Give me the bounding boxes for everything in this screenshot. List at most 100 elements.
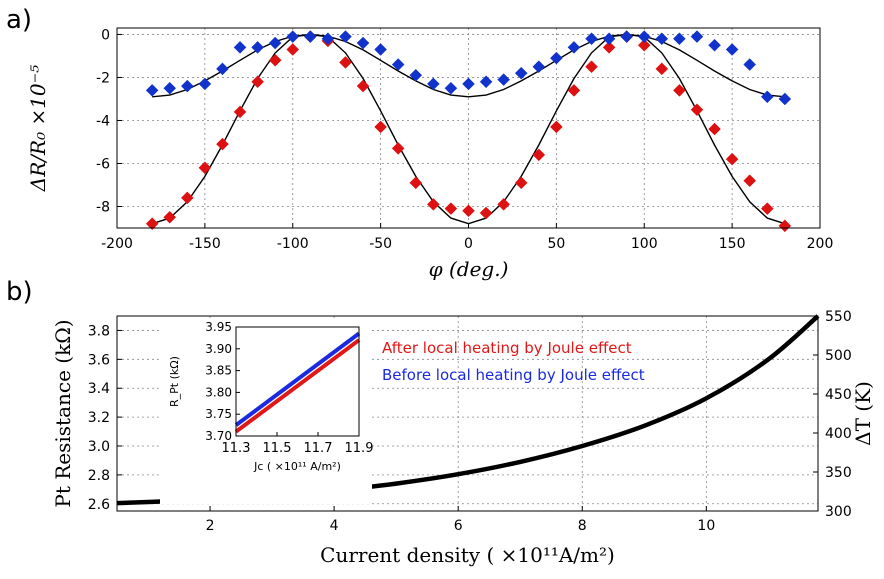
chart-a-point-series1 (410, 69, 422, 81)
chart-a-point-series1 (779, 93, 791, 105)
chart-a-point-series0 (550, 121, 562, 133)
chart-a-point-series0 (498, 198, 510, 210)
chart-b-ytick-label: 3.8 (88, 323, 110, 339)
inset-ytick-label: 3.70 (205, 429, 232, 443)
chart-b-xtick-label: 8 (578, 518, 587, 534)
chart-a-xtick-label: -200 (101, 236, 133, 252)
chart-a-xlabel: φ (deg.) (429, 257, 509, 281)
chart-a-point-series0 (357, 80, 369, 92)
chart-a-point-series1 (498, 74, 510, 86)
chart-a-xtick-label: 50 (547, 236, 565, 252)
chart-a-point-series1 (709, 39, 721, 51)
chart-a-point-series1 (744, 59, 756, 71)
inset-xtick-label: 11.3 (222, 441, 251, 456)
chart-a-point-series1 (691, 31, 703, 43)
inset-xtick-label: 11.7 (304, 441, 333, 456)
inset-ylabel: R_Pt (kΩ) (168, 356, 181, 407)
chart-a-point-series0 (533, 149, 545, 161)
chart-a-xtick-label: 200 (807, 236, 834, 252)
inset-xtick-label: 11.9 (345, 441, 374, 456)
panel-label-b: b) (6, 277, 33, 307)
chart-a-xtick-label: 100 (631, 236, 658, 252)
chart-a-ytick-label: 0 (101, 27, 110, 43)
chart-b-xtick-label: 4 (330, 518, 339, 534)
chart-a-point-series0 (287, 44, 299, 56)
chart-a-xtick-label: -100 (277, 236, 309, 252)
chart-a-point-series1 (568, 41, 580, 53)
chart-b-ytick-label: 3.2 (88, 410, 110, 426)
chart-a-ytick-label: -6 (96, 156, 110, 172)
chart-b-y2tick-label: 450 (825, 387, 852, 403)
chart-a-ticks: -200 -150 -100 -50 0 50 100 150 200 -8 -6 -4 -2 0 (96, 27, 833, 252)
chart-a-point-series0 (691, 104, 703, 116)
chart-b-ytick-label: 2.6 (88, 497, 110, 513)
chart-a-point-series0 (199, 162, 211, 174)
chart-a-point-series1 (269, 37, 281, 49)
chart-a-point-series0 (761, 203, 773, 215)
chart-a-point-series0 (269, 54, 281, 66)
inset-ytick-label: 3.75 (205, 407, 232, 421)
chart-a-point-series0 (480, 207, 492, 219)
chart-a-point-series1 (463, 78, 475, 90)
chart-b-y2tick-label: 550 (825, 309, 852, 325)
chart-a-point-series1 (164, 82, 176, 94)
legend-entry-before: Before local heating by Joule effect (382, 366, 645, 384)
chart-a-point-series0 (586, 61, 598, 73)
chart-a-xtick-label: 150 (719, 236, 746, 252)
panel-label-a: a) (6, 5, 32, 35)
chart-a-point-series1 (375, 44, 387, 56)
chart-a-point-series0 (181, 192, 193, 204)
chart-a-point-series1 (726, 44, 738, 56)
chart-b-y2tick-label: 350 (825, 465, 852, 481)
chart-b-xtick-label: 10 (697, 518, 715, 534)
chart-a-ytick-label: -4 (96, 113, 110, 129)
chart-b-xtick-label: 2 (206, 518, 215, 534)
inset-ytick-label: 3.80 (205, 385, 232, 399)
chart-a-point-series0 (656, 63, 668, 75)
chart-a-point-series0 (445, 203, 457, 215)
chart-b-legend: After local heating by Joule effect Befo… (382, 339, 645, 384)
chart-a-xtick-label: -50 (369, 236, 392, 252)
chart-a-point-series1 (304, 31, 316, 43)
chart-b-ytick-label: 3.0 (88, 439, 110, 455)
chart-a-ytick-label: -2 (96, 70, 110, 86)
chart-b-ytick-label: 2.8 (88, 468, 110, 484)
chart-b-ytick-label: 3.4 (88, 381, 110, 397)
chart-a-point-series0 (427, 198, 439, 210)
chart-a-point-series1 (234, 41, 246, 53)
chart-a-xtick-label: -150 (189, 236, 221, 252)
chart-a-point-series1 (199, 78, 211, 90)
inset-ytick-label: 3.85 (205, 364, 232, 378)
chart-a-point-series0 (216, 138, 228, 150)
chart-a-point-series0 (410, 177, 422, 189)
chart-a-xtick-label: 0 (464, 236, 473, 252)
chart-b-ytick-label: 3.6 (88, 352, 110, 368)
chart-a-point-series1 (761, 91, 773, 103)
inset-ytick-label: 3.95 (205, 320, 232, 334)
chart-a-point-series0 (234, 106, 246, 118)
chart-a-point-series1 (621, 31, 633, 43)
chart-a-point-series0 (375, 121, 387, 133)
chart-b-y2tick-label: 400 (825, 426, 852, 442)
chart-a-ytick-label: -8 (96, 199, 110, 215)
chart-b-xtick-label: 6 (454, 518, 463, 534)
chart-a-point-series1 (445, 82, 457, 94)
inset-xtick-label: 11.5 (263, 441, 292, 456)
chart-b-y2label: ΔT (K) (851, 381, 875, 446)
chart-b-y2tick-label: 500 (825, 348, 852, 364)
legend-entry-after: After local heating by Joule effect (382, 339, 632, 357)
chart-b-y2tick-label: 300 (825, 504, 852, 520)
inset-ytick-label: 3.90 (205, 342, 232, 356)
chart-a-point-series1 (146, 84, 158, 96)
chart-b-xlabel: Current density ( ×10¹¹A/m²) (320, 543, 615, 567)
chart-a-ylabel: ΔR/R₀ ×10⁻⁵ (26, 65, 50, 192)
chart-a-point-series0 (744, 175, 756, 187)
chart-a-point-series1 (252, 41, 264, 53)
chart-a-point-series0 (709, 123, 721, 135)
chart-b-ylabel: Pt Resistance (kΩ) (51, 319, 75, 507)
chart-a-point-series0 (515, 177, 527, 189)
chart-a-data-points (146, 31, 791, 232)
chart-a-point-series0 (164, 211, 176, 223)
inset-xlabel: Jc ( ×10¹¹ A/m²) (253, 460, 341, 473)
